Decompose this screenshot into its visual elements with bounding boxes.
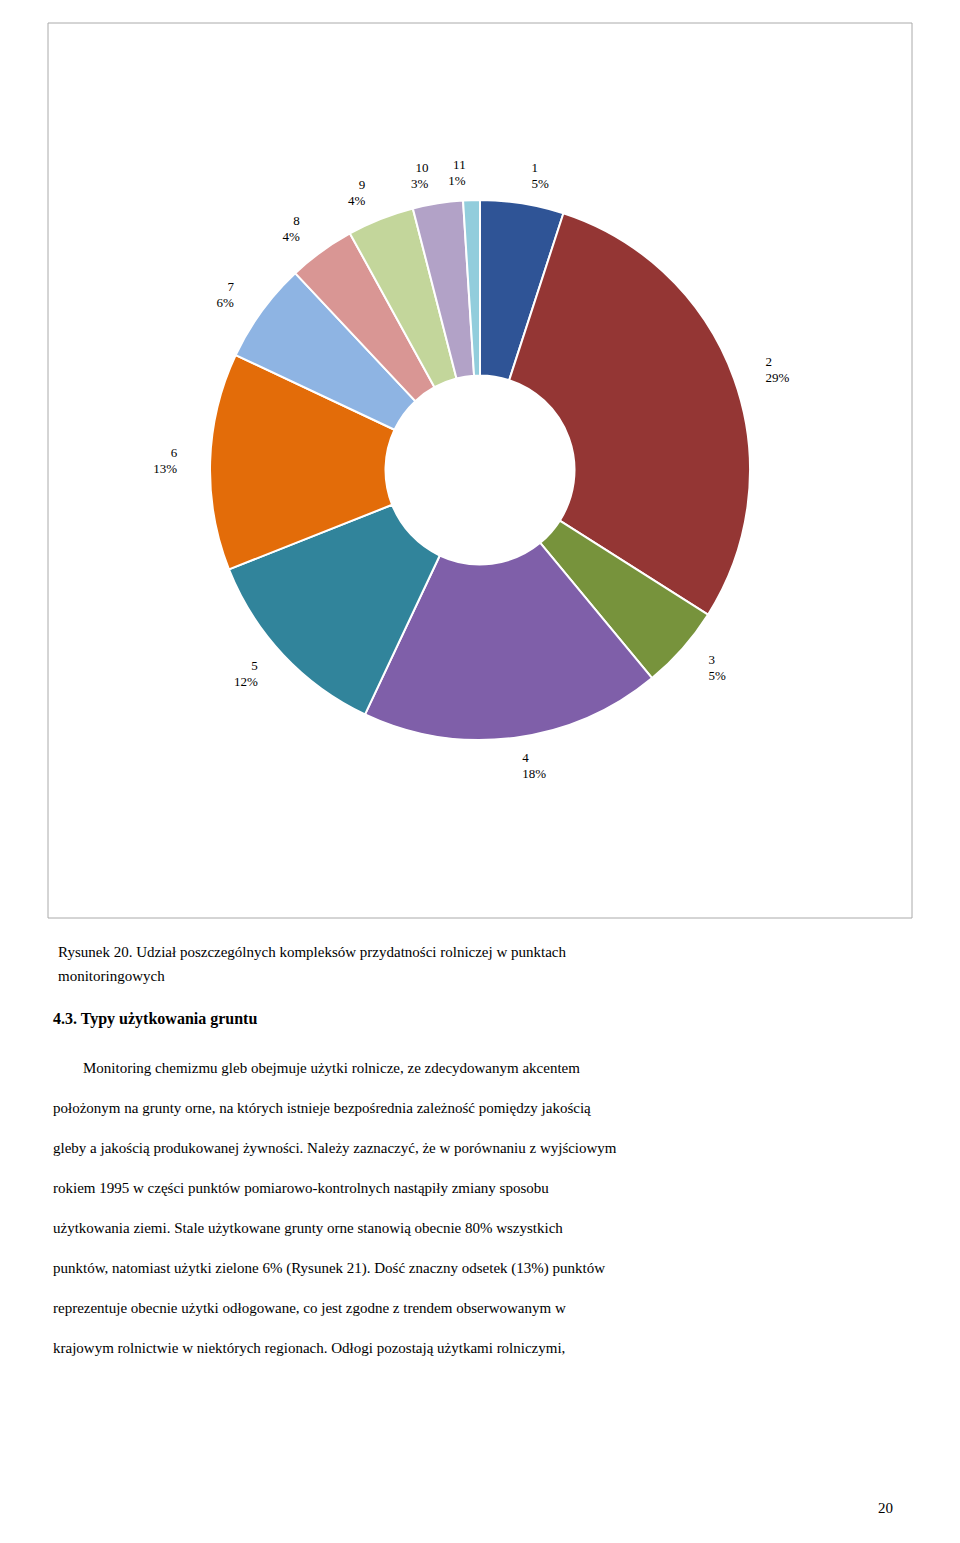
svg-text:krajowym rolnictwie w niektóry: krajowym rolnictwie w niektórych regiona…	[53, 1340, 565, 1356]
svg-text:8: 8	[293, 213, 300, 228]
svg-text:7: 7	[227, 279, 234, 294]
svg-text:1: 1	[532, 160, 539, 175]
svg-text:użytkowania ziemi. Stale użytk: użytkowania ziemi. Stale użytkowane grun…	[53, 1220, 563, 1236]
svg-text:29%: 29%	[765, 370, 789, 385]
svg-text:3: 3	[709, 652, 716, 667]
svg-text:13%: 13%	[153, 461, 177, 476]
svg-text:5%: 5%	[532, 176, 550, 191]
svg-text:punktów, natomiast użytki ziel: punktów, natomiast użytki zielone 6% (Ry…	[53, 1260, 605, 1277]
svg-text:18%: 18%	[522, 766, 546, 781]
svg-text:4%: 4%	[348, 193, 366, 208]
svg-text:20: 20	[878, 1500, 893, 1516]
svg-text:5: 5	[251, 658, 258, 673]
svg-text:3%: 3%	[411, 176, 429, 191]
svg-text:4%: 4%	[282, 229, 300, 244]
svg-text:Monitoring chemizmu gleb obejm: Monitoring chemizmu gleb obejmuje użytki…	[53, 1060, 580, 1076]
svg-text:2: 2	[765, 354, 772, 369]
svg-text:6: 6	[171, 445, 178, 460]
svg-text:gleby a jakością produkowanej: gleby a jakością produkowanej żywności. …	[53, 1140, 617, 1156]
svg-text:Rysunek 20. Udział poszczególn: Rysunek 20. Udział poszczególnych komple…	[58, 944, 567, 960]
svg-text:12%: 12%	[234, 674, 258, 689]
svg-text:4: 4	[522, 750, 529, 765]
svg-text:reprezentuje obecnie użytki od: reprezentuje obecnie użytki odłogowane, …	[53, 1300, 566, 1316]
svg-text:4.3. Typy użytkowania gruntu: 4.3. Typy użytkowania gruntu	[53, 1010, 257, 1028]
svg-text:5%: 5%	[709, 668, 727, 683]
svg-text:11: 11	[453, 157, 466, 172]
svg-text:10: 10	[415, 160, 428, 175]
svg-text:położonym na grunty orne, na k: położonym na grunty orne, na których ist…	[53, 1100, 591, 1116]
svg-text:1%: 1%	[448, 173, 466, 188]
svg-text:6%: 6%	[217, 295, 235, 310]
svg-text:9: 9	[359, 177, 366, 192]
svg-text:rokiem 1995 w części punktów p: rokiem 1995 w części punktów pomiarowo-k…	[53, 1180, 549, 1196]
svg-text:monitoringowych: monitoringowych	[58, 968, 165, 984]
